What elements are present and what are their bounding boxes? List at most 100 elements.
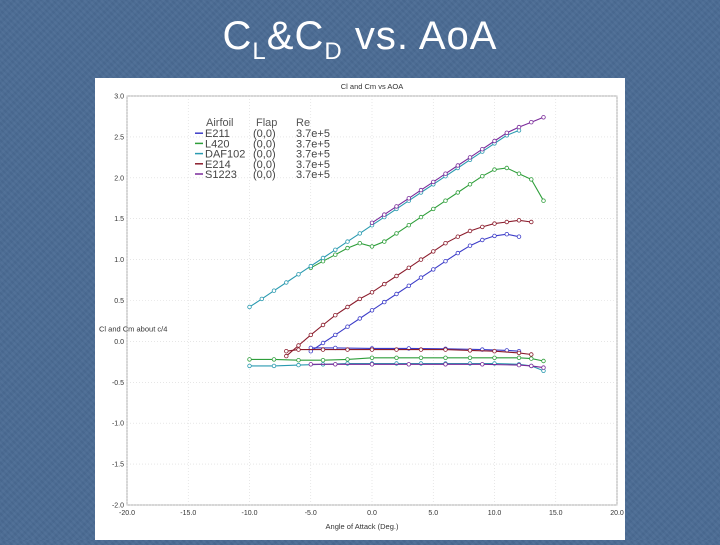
plot-panel: -20.0 -15.0 -10.0 -5.0 0.0 5.0 10.0 15.0 20.0 -2.…: [95, 78, 625, 540]
data-point-e211-cl: [345, 324, 350, 329]
data-point-e214-cl: [504, 219, 509, 225]
data-point-l420-cm: [296, 358, 301, 363]
data-point-e214-cm: [296, 347, 301, 352]
legend-name-l420: L420: [205, 138, 229, 150]
legend-flap-s1223: (0,0): [253, 169, 276, 181]
data-point-s1223-cl: [369, 220, 375, 225]
data-point-e211-cl: [382, 299, 387, 305]
data-point-e211-cl: [443, 258, 448, 264]
data-point-e211-cl: [431, 267, 436, 272]
x-tick-label: 15.0: [549, 510, 563, 517]
data-point-e214-cl: [492, 221, 497, 226]
data-point-s1223-cl: [529, 120, 534, 125]
data-point-e211-cl: [516, 234, 522, 239]
x-tick-label: -15.0: [180, 510, 196, 517]
series-line-l420-cm: [249, 357, 544, 362]
legend-name-s1223: S1223: [205, 169, 237, 181]
data-point-daf102-cl: [296, 272, 301, 277]
data-point-e214-cm: [284, 349, 289, 354]
y-tick-label: 2.0: [114, 175, 124, 182]
data-point-e214-cm: [516, 350, 522, 356]
y-tick-label: 3.0: [114, 94, 124, 101]
legend-name-e211: E211: [205, 128, 230, 140]
data-point-s1223-cm: [308, 362, 313, 367]
data-point-s1223-cm: [369, 362, 375, 367]
data-point-l420-cm: [369, 355, 375, 360]
data-point-e214-cl: [345, 304, 350, 310]
data-point-l420-cm: [345, 357, 350, 362]
data-point-l420-cm: [529, 356, 534, 361]
data-point-e211-cl: [333, 332, 338, 338]
data-point-s1223-cm: [406, 362, 411, 367]
data-point-l420-cl: [467, 182, 473, 187]
data-point-s1223-cl: [455, 163, 460, 168]
data-point-l420-cm: [247, 357, 252, 362]
data-point-s1223-cl: [443, 171, 448, 176]
chart-title: Cl and Cm vs AOA: [341, 82, 404, 91]
x-tick-label: 10.0: [488, 510, 502, 517]
legend-flap-daf102: (0,0): [253, 149, 276, 161]
data-point-s1223-cm: [480, 362, 485, 367]
title-c: C: [222, 14, 253, 58]
data-point-s1223-cl: [480, 146, 485, 152]
data-point-e211-cl: [320, 340, 326, 346]
data-point-s1223-cl: [382, 212, 387, 217]
legend-header-airfoil: Airfoil: [206, 117, 234, 129]
y-tick-label: -0.5: [112, 380, 124, 387]
data-point-e214-cl: [406, 265, 411, 270]
data-point-e214-cm: [320, 347, 326, 352]
y-tick-label: 1.0: [114, 257, 124, 264]
data-point-e214-cl: [284, 353, 289, 359]
data-point-daf102-cm: [271, 363, 277, 369]
data-point-e211-cl: [394, 291, 399, 297]
data-point-e214-cl: [308, 332, 313, 338]
data-point-s1223-cl: [467, 155, 473, 160]
data-point-l420-cl: [333, 252, 338, 257]
data-point-e214-cl: [480, 224, 485, 230]
series-line-e211-cm: [310, 347, 520, 352]
data-point-e214-cl: [431, 249, 436, 254]
data-point-daf102-cl: [259, 296, 264, 302]
x-tick-label: -5.0: [305, 510, 317, 517]
data-point-daf102-cm: [247, 363, 252, 369]
data-point-e214-cl: [443, 240, 448, 246]
data-point-l420-cl: [382, 239, 387, 244]
data-point-l420-cm: [418, 355, 424, 360]
data-point-e214-cl: [455, 234, 460, 239]
data-point-e214-cm: [345, 347, 350, 352]
data-point-daf102-cl: [345, 239, 350, 244]
y-tick-label: -1.0: [112, 421, 124, 428]
x-tick-label: -10.0: [242, 510, 258, 517]
data-point-e214-cl: [369, 290, 375, 295]
data-point-l420-cm: [394, 355, 399, 360]
data-point-e211-cl: [455, 250, 460, 256]
y-axis-label: Cl and Cm about c/4: [99, 325, 167, 334]
data-point-daf102-cl: [308, 263, 313, 269]
legend-re-daf102: 3.7e+5: [296, 149, 330, 161]
data-point-s1223-cl: [541, 115, 546, 120]
data-point-s1223-cm: [516, 362, 522, 368]
slide-title: CL&CD vs. AoA: [0, 14, 720, 66]
data-point-l420-cl: [541, 198, 546, 203]
legend-re-e214: 3.7e+5: [296, 159, 330, 171]
data-point-daf102-cl: [333, 247, 338, 252]
title-amp-c: &C: [266, 14, 325, 58]
data-point-e211-cl: [504, 231, 509, 237]
data-point-e211-cl: [492, 233, 497, 239]
data-point-e214-cl: [382, 281, 387, 287]
data-point-daf102-cl: [357, 231, 362, 236]
data-point-e214-cl: [320, 322, 326, 328]
legend-flap-l420: (0,0): [253, 138, 276, 150]
data-point-e214-cl: [333, 312, 338, 318]
legend-name-daf102: DAF102: [205, 149, 245, 161]
data-point-l420-cl: [345, 245, 350, 251]
legend-name-e214: E214: [205, 159, 231, 171]
legend-re-s1223: 3.7e+5: [296, 169, 330, 181]
legend-header-re: Re: [296, 117, 310, 129]
x-tick-label: 5.0: [428, 510, 438, 517]
data-point-l420-cm: [541, 358, 546, 364]
data-point-e214-cm: [394, 347, 399, 352]
y-tick-label: 2.5: [114, 134, 124, 141]
data-point-e214-cl: [418, 257, 424, 262]
data-point-l420-cl: [431, 206, 436, 212]
